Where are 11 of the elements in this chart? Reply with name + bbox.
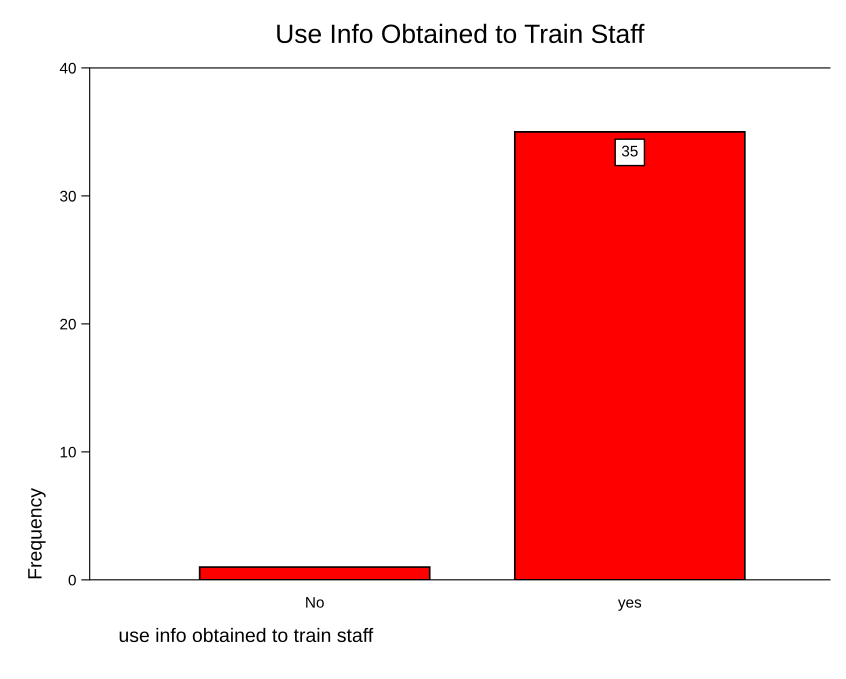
y-tick-label: 10 (60, 446, 76, 458)
chart-title: Use Info Obtained to Train Staff (277, 24, 644, 44)
y-tick-label: 0 (68, 574, 76, 586)
y-tick-label: 40 (60, 62, 76, 74)
y-tick-label: 30 (60, 190, 76, 202)
data-label: 35 (622, 146, 638, 156)
y-axis-title: Frequency (28, 488, 46, 578)
y-tick-label: 20 (60, 318, 76, 330)
x-tick-label: yes (618, 599, 642, 611)
x-tick-label: No (306, 597, 324, 608)
x-axis-title: use info obtained to train staff (120, 628, 374, 642)
